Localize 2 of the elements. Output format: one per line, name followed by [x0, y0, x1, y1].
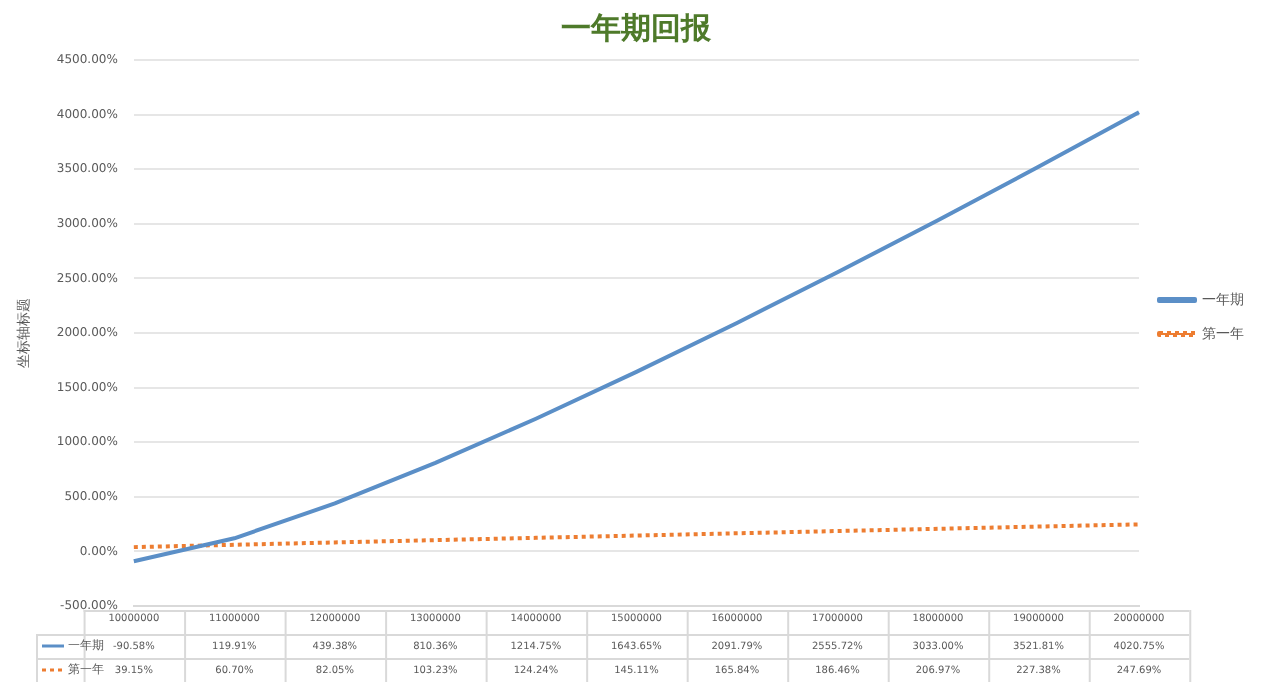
- chart-title: 一年期回报: [561, 9, 713, 46]
- line-series: [131, 522, 1141, 550]
